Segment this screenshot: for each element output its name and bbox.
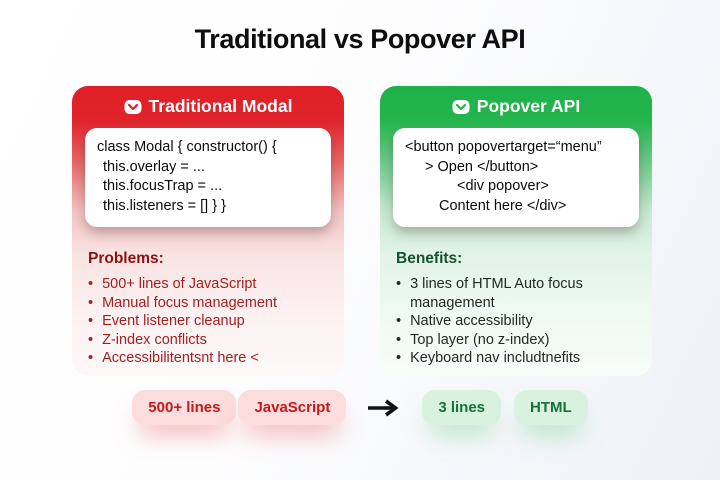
code-line: this.focusTrap = ...	[103, 178, 223, 194]
bullet: •	[88, 294, 94, 311]
code-line: > Open </button>	[425, 158, 539, 175]
box-icon	[124, 99, 142, 115]
popover-api-card: Popover API <button popovertarget=“menu”…	[380, 86, 652, 376]
pill-javascript: JavaScript	[238, 390, 347, 425]
list-item-text: Z-index conflicts	[102, 331, 207, 348]
card-title-label: Popover API	[476, 96, 581, 116]
list-item-text: 500+ lines of JavaScript	[102, 276, 257, 292]
page-title: Traditional vs Popover API	[194, 24, 526, 54]
list-item: • Accessibilitentsnt here <	[88, 349, 328, 368]
bullet: •	[88, 331, 94, 348]
pill-html: HTML	[514, 390, 588, 425]
code-line: Content here </div>	[439, 197, 567, 214]
code-line: this.overlay = ...	[103, 158, 205, 175]
bullet: •	[396, 331, 402, 348]
benefits-section: Benefits: • 3 lines of HTML Auto focus ma…	[396, 250, 636, 368]
benefits-list: • 3 lines of HTML Auto focus management •…	[396, 275, 636, 368]
bullet: •	[88, 313, 94, 329]
code-line: <div popover>	[457, 178, 549, 194]
problems-section: Problems: • 500+ lines of JavaScript • Man…	[88, 250, 328, 368]
popover-code-snippet: <button popovertarget=“menu” > Open </bu…	[393, 128, 639, 227]
benefits-heading: Benefits:	[396, 250, 463, 267]
list-item: • 3 lines of HTML Auto focus management	[396, 275, 636, 312]
code-line: this.listeners = [] } }	[103, 197, 226, 214]
popover-card-header: Popover API	[380, 86, 652, 127]
list-item: • Event listener cleanup	[88, 312, 328, 331]
bullet: •	[88, 350, 94, 366]
summary-row: 500+ lines JavaScript 3 lines HTML	[0, 390, 720, 425]
list-item: • Z-index conflicts	[88, 331, 328, 350]
bullet: •	[396, 350, 402, 366]
list-item-text: Keyboard nav includtnefits	[410, 350, 581, 366]
code-line: class Modal { constructor() {	[97, 139, 277, 155]
list-item-text: Native accessibility	[410, 313, 533, 329]
list-item-text: Accessibilitentsnt here <	[102, 350, 259, 366]
bullet: •	[396, 276, 402, 292]
list-item: • 500+ lines of JavaScript	[88, 275, 328, 294]
list-item-text: 3 lines of HTML Auto focus management	[410, 276, 583, 311]
list-item-text: Manual focus management	[102, 294, 277, 311]
list-item: • Keyboard nav includtnefits	[396, 349, 636, 368]
traditional-modal-card: Traditional Modal class Modal { construc…	[72, 86, 344, 376]
box-icon	[452, 99, 470, 115]
pill-500-lines: 500+ lines	[132, 390, 237, 425]
list-item-text: Top layer (no z-index)	[410, 331, 550, 348]
card-title-label: Traditional Modal	[148, 96, 293, 116]
arrow-right-icon	[366, 398, 402, 418]
problems-list: • 500+ lines of JavaScript • Manual focus …	[88, 275, 328, 368]
traditional-card-header: Traditional Modal	[72, 86, 344, 127]
list-item-text: Event listener cleanup	[102, 313, 245, 329]
bullet: •	[88, 276, 94, 292]
list-item: • Top layer (no z-index)	[396, 331, 636, 350]
bullet: •	[396, 313, 402, 329]
code-line: <button popovertarget=“menu”	[405, 139, 602, 155]
list-item: • Manual focus management	[88, 294, 328, 313]
problems-heading: Problems:	[88, 250, 164, 267]
list-item: • Native accessibility	[396, 312, 636, 331]
pill-3-lines: 3 lines	[422, 390, 502, 425]
traditional-code-snippet: class Modal { constructor() { this.overl…	[85, 128, 331, 227]
